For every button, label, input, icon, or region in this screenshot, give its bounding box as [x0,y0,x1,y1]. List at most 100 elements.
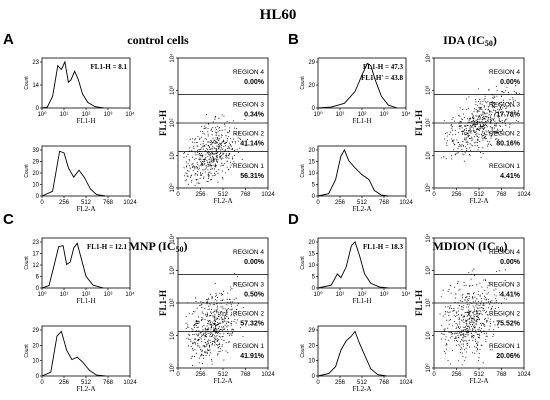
condition-close: ) [493,33,497,47]
x-tick-label: 10³ [380,112,389,118]
y-tick-label: 29 [32,160,39,166]
fl2a-count-label: Count [24,344,30,358]
fl1h-mean-stat: FL1-H' = 43.8 [361,74,403,82]
x-tick-label: 768 [379,200,390,206]
panel-letter: D [288,211,299,228]
y-tick-label: 0 [36,106,40,112]
fl1h-histogram-curve [317,241,389,289]
condition-subscript: 50 [176,245,184,254]
x-tick-label: 10⁰ [313,291,323,298]
y-tick-label: 10³ [426,266,432,275]
fl1h-mean-stat: FL1-H = 18.3 [363,243,403,251]
panel-condition: MNP (IC50) [129,239,188,254]
fl1h-histogram-curve [41,242,104,289]
region-percentage: 75.52% [496,320,521,327]
y-tick-label: 0 [36,286,40,292]
y-tick-label: 6 [36,275,40,281]
y-tick-label: 29 [308,328,315,334]
fl1h-histogram-axis-label: FL1-H [76,297,95,305]
y-tick-label: 29 [308,60,315,66]
fl1h-histogram-axis-label: FL1-H [76,117,95,125]
y-tick-label: 10¹ [426,151,432,160]
x-tick-label: 768 [496,192,507,198]
scatter-y-label: FL1-H [414,110,424,136]
y-tick-label: 20 [308,343,315,349]
x-tick-label: 256 [451,192,462,198]
y-tick-label: 29 [32,328,39,334]
fl1h-vs-fl2a-scatter: REGION 4 0.00% REGION 3 17.78% REGION 2 80.16… [414,53,531,205]
region-percentage: 41.91% [240,353,265,360]
y-tick-label: 10³ [426,86,432,95]
fl2a-histogram-frame [41,145,131,197]
region-label: REGION 1 [233,343,264,350]
condition-close: ) [184,239,188,253]
scatter-points [440,85,521,162]
x-tick-label: 10⁴ [401,291,411,298]
region-label: REGION 4 [233,69,264,76]
region-percentage: 57.32% [240,320,265,327]
panel-condition: MDION (IC50) [433,239,508,254]
y-tick-label: 10⁴ [425,233,432,243]
y-tick-label: 10² [170,119,176,128]
fl2a-histogram-frame [317,325,407,377]
x-tick-label: 10³ [104,292,113,298]
y-tick-label: 10 [308,171,315,177]
y-tick-label: 10⁰ [425,183,432,193]
y-tick-label: 10³ [170,86,176,95]
x-tick-label: 256 [59,380,70,386]
y-tick-label: 10⁴ [425,53,432,63]
x-tick-label: 1024 [123,380,137,386]
x-tick-label: 10¹ [60,112,69,118]
x-tick-label: 1024 [261,372,275,378]
x-tick-label: 512 [218,192,229,198]
x-tick-label: 10⁰ [313,111,323,118]
region-label: REGION 3 [233,282,264,289]
region-label: REGION 2 [233,310,264,317]
x-tick-label: 256 [335,380,346,386]
x-tick-label: 256 [195,192,206,198]
fl2a-count-label: Count [300,344,306,358]
scatter-x-label: FL2-A [469,377,488,385]
x-tick-label: 512 [81,380,92,386]
y-tick-label: 23 [32,240,39,246]
y-tick-label: 23 [32,60,39,66]
x-tick-label: 10² [358,112,367,118]
y-tick-label: 17 [32,252,39,258]
region-percentage: 80.16% [496,140,521,147]
x-tick-label: 0 [40,380,44,386]
region-label: REGION 4 [489,249,520,256]
fl2a-count-label: Count [24,164,30,178]
y-tick-label: 10¹ [170,331,176,340]
x-tick-label: 512 [474,372,485,378]
fl1h-count-label: Count [300,76,306,90]
y-tick-label: 12 [32,263,39,269]
fl1h-mean-stat: FL1-H = 8.1 [91,63,128,71]
x-tick-label: 768 [240,372,251,378]
region-percentage: 17.78% [496,112,521,119]
x-tick-label: 1024 [517,372,531,378]
region-label: REGION 2 [233,130,264,137]
region-label: REGION 3 [489,102,520,109]
region-percentage: 0.00% [244,259,265,266]
scatter-y-label: FL1-H [414,290,424,316]
y-tick-label: 10 [32,359,39,365]
scatter-points [183,114,248,187]
x-tick-label: 10² [82,112,91,118]
y-tick-label: 15 [308,160,315,166]
panel-letter: A [3,31,14,48]
region-label: REGION 1 [489,343,520,350]
region-label: REGION 2 [489,130,520,137]
y-tick-label: 0 [312,194,316,200]
x-tick-label: 1024 [399,200,413,206]
condition-subscript: 50 [485,39,493,48]
y-tick-label: 15 [308,252,315,258]
region-label: REGION 1 [233,163,264,170]
y-tick-label: 10⁴ [169,53,176,63]
x-tick-label: 0 [316,200,320,206]
fl2a-histogram-curve [41,330,106,377]
y-tick-label: 10² [170,299,176,308]
panel-letter: C [3,211,14,228]
region-percentage: 0.00% [500,259,521,266]
x-tick-label: 10² [82,292,91,298]
